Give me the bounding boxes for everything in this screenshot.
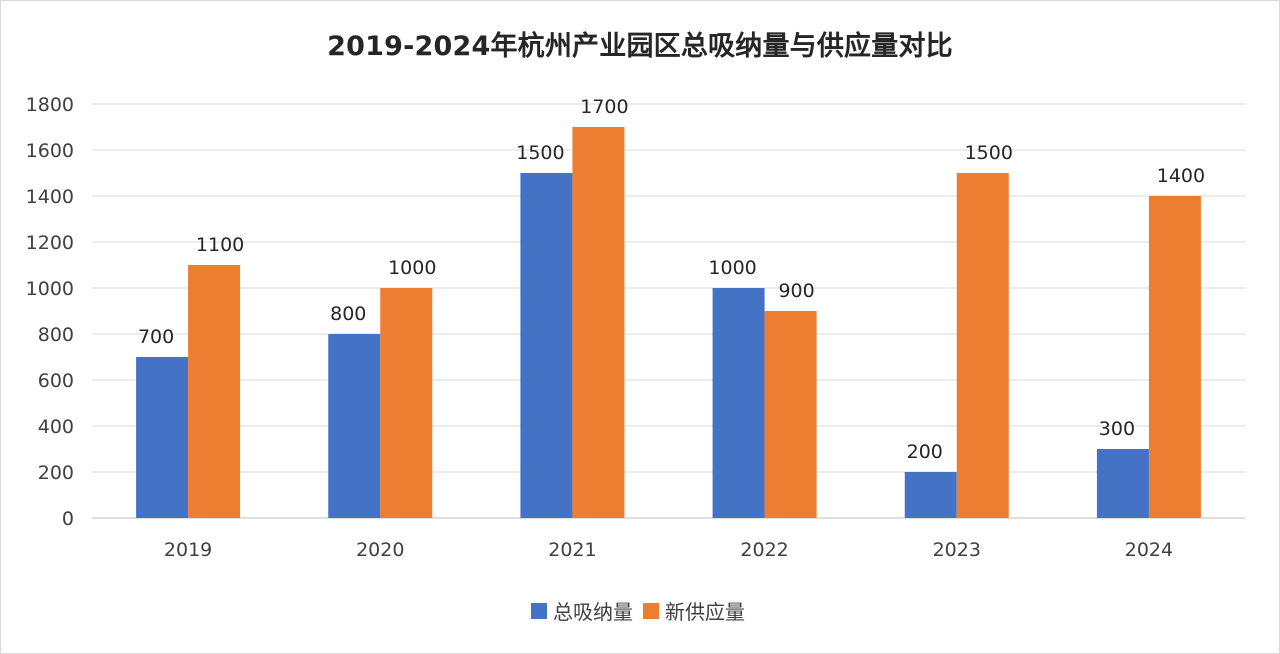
bar-2023-series-2 [956, 173, 1009, 518]
legend-item-series-1: 总吸纳量 [531, 596, 633, 625]
data-label-2024-series-2: 1400 [1157, 165, 1205, 187]
x-tick-label: 2020 [356, 539, 404, 561]
legend-swatch-series-2 [643, 602, 659, 619]
bar-2024-series-2 [1148, 196, 1201, 518]
bar-2019-series-2 [188, 265, 241, 518]
bar-2021-series-1 [520, 173, 573, 518]
y-tick-label: 800 [38, 324, 74, 346]
y-tick-label: 1800 [26, 94, 74, 116]
x-tick-label: 2023 [933, 539, 981, 561]
bar-2021-series-2 [572, 127, 625, 518]
data-label-2023-series-1: 200 [907, 441, 943, 463]
bars [136, 127, 1201, 518]
data-label-2020-series-1: 800 [330, 303, 366, 325]
data-label-2021-series-1: 1500 [516, 142, 564, 164]
gridlines [92, 103, 1245, 519]
legend-label-series-2: 新供应量 [665, 600, 745, 624]
x-axis-ticks: 2019 2020 2021 2022 2023 2024 [164, 539, 1173, 561]
y-tick-label: 1400 [26, 186, 74, 208]
y-tick-label: 600 [38, 370, 74, 392]
data-label-2019-series-2: 1100 [196, 234, 244, 256]
data-label-2020-series-2: 1000 [388, 257, 436, 279]
bar-2020-series-2 [380, 288, 433, 518]
bar-2020-series-1 [328, 334, 381, 518]
x-tick-label: 2024 [1125, 539, 1173, 561]
y-tick-label: 1200 [26, 232, 74, 254]
legend-swatch-series-1 [531, 602, 547, 619]
legend-label-series-1: 总吸纳量 [553, 600, 633, 624]
x-tick-label: 2019 [164, 539, 212, 561]
bar-2024-series-1 [1096, 449, 1149, 518]
y-tick-label: 1600 [26, 140, 74, 162]
legend-item-series-2: 新供应量 [643, 596, 745, 625]
bar-2019-series-1 [136, 357, 189, 518]
chart-title: 2019-2024年杭州产业园区总吸纳量与供应量对比 [327, 31, 953, 62]
y-tick-label: 0 [62, 508, 74, 530]
y-tick-label: 200 [38, 462, 74, 484]
x-tick-label: 2022 [740, 539, 788, 561]
bar-2022-series-1 [712, 288, 765, 518]
data-label-2023-series-2: 1500 [965, 142, 1013, 164]
data-label-2022-series-1: 1000 [708, 257, 756, 279]
legend: 总吸纳量 新供应量 [0, 596, 1280, 625]
y-axis-ticks: 0 200 400 600 800 1000 1200 1400 1600 1800 [26, 94, 74, 530]
bar-2022-series-2 [764, 311, 817, 518]
y-tick-label: 400 [38, 416, 74, 438]
data-label-2021-series-2: 1700 [580, 96, 628, 118]
data-label-2022-series-2: 900 [778, 280, 814, 302]
data-labels: 700 1100 800 1000 1500 1700 1000 900 200 1500 300 1… [138, 96, 1205, 463]
data-label-2019-series-1: 700 [138, 326, 174, 348]
data-label-2024-series-1: 300 [1099, 418, 1135, 440]
bar-2023-series-1 [904, 472, 957, 518]
x-tick-label: 2021 [548, 539, 596, 561]
y-tick-label: 1000 [26, 278, 74, 300]
